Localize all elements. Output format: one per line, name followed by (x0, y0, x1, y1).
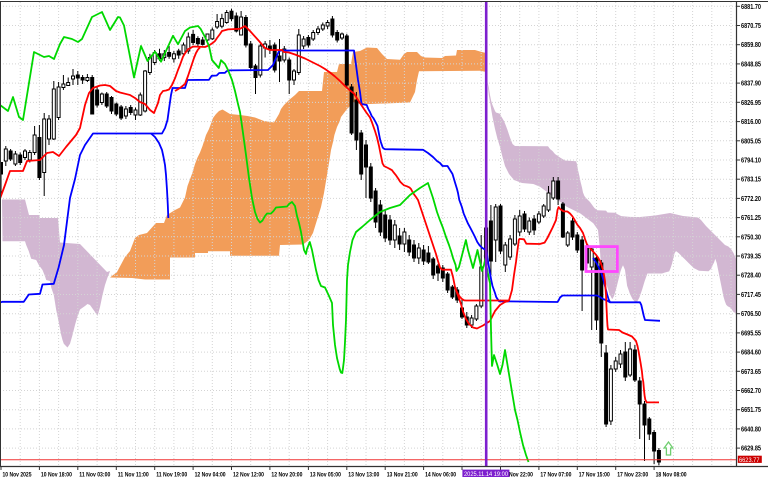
svg-text:6783.15: 6783.15 (741, 175, 761, 184)
svg-text:6805.05: 6805.05 (741, 136, 761, 145)
svg-text:6837.90: 6837.90 (741, 79, 761, 88)
svg-text:6794.10: 6794.10 (741, 156, 761, 165)
svg-text:13 Nov 13:00: 13 Nov 13:00 (348, 472, 379, 479)
svg-text:6881.70: 6881.70 (741, 2, 761, 11)
svg-text:17 Nov 15:00: 17 Nov 15:00 (579, 472, 610, 479)
svg-text:6684.60: 6684.60 (741, 348, 761, 357)
svg-text:6662.70: 6662.70 (741, 386, 761, 395)
svg-text:6673.65: 6673.65 (741, 367, 761, 376)
svg-text:2025.11.14 19:00: 2025.11.14 19:00 (464, 471, 508, 478)
svg-text:6761.25: 6761.25 (741, 213, 761, 222)
svg-text:6706.50: 6706.50 (741, 309, 761, 318)
svg-text:10 Nov 18:00: 10 Nov 18:00 (41, 472, 72, 479)
svg-text:17 Nov 07:00: 17 Nov 07:00 (540, 472, 571, 479)
svg-text:14 Nov 06:00: 14 Nov 06:00 (425, 472, 456, 479)
svg-text:12 Nov 12:00: 12 Nov 12:00 (233, 472, 264, 479)
svg-text:6859.80: 6859.80 (741, 40, 761, 49)
svg-text:6629.85: 6629.85 (741, 444, 761, 453)
svg-text:6640.80: 6640.80 (741, 424, 761, 433)
svg-text:13 Nov 21:00: 13 Nov 21:00 (387, 472, 418, 479)
svg-text:13 Nov 05:00: 13 Nov 05:00 (310, 472, 341, 479)
svg-text:6870.75: 6870.75 (741, 21, 761, 30)
svg-text:6848.85: 6848.85 (741, 59, 761, 68)
svg-text:6651.75: 6651.75 (741, 405, 761, 414)
svg-text:12 Nov 04:00: 12 Nov 04:00 (195, 472, 226, 479)
svg-text:10 Nov 2025: 10 Nov 2025 (3, 472, 32, 479)
svg-text:6772.20: 6772.20 (741, 194, 761, 203)
svg-text:6717.45: 6717.45 (741, 290, 761, 299)
svg-text:11 Nov 11:00: 11 Nov 11:00 (118, 472, 149, 479)
svg-text:18 Nov 08:00: 18 Nov 08:00 (656, 472, 687, 479)
svg-text:6623.77: 6623.77 (739, 457, 760, 464)
svg-text:6826.95: 6826.95 (741, 98, 761, 107)
svg-text:6816.00: 6816.00 (741, 117, 761, 126)
svg-text:11 Nov 19:00: 11 Nov 19:00 (156, 472, 187, 479)
svg-text:11 Nov 03:00: 11 Nov 03:00 (79, 472, 110, 479)
svg-text:6739.35: 6739.35 (741, 252, 761, 261)
svg-text:14 Nov 22:00: 14 Nov 22:00 (502, 472, 533, 479)
svg-text:6728.40: 6728.40 (741, 271, 761, 280)
svg-text:6695.55: 6695.55 (741, 328, 761, 337)
svg-text:17 Nov 23:00: 17 Nov 23:00 (617, 472, 648, 479)
svg-text:12 Nov 20:00: 12 Nov 20:00 (271, 472, 302, 479)
svg-text:6750.30: 6750.30 (741, 232, 761, 241)
